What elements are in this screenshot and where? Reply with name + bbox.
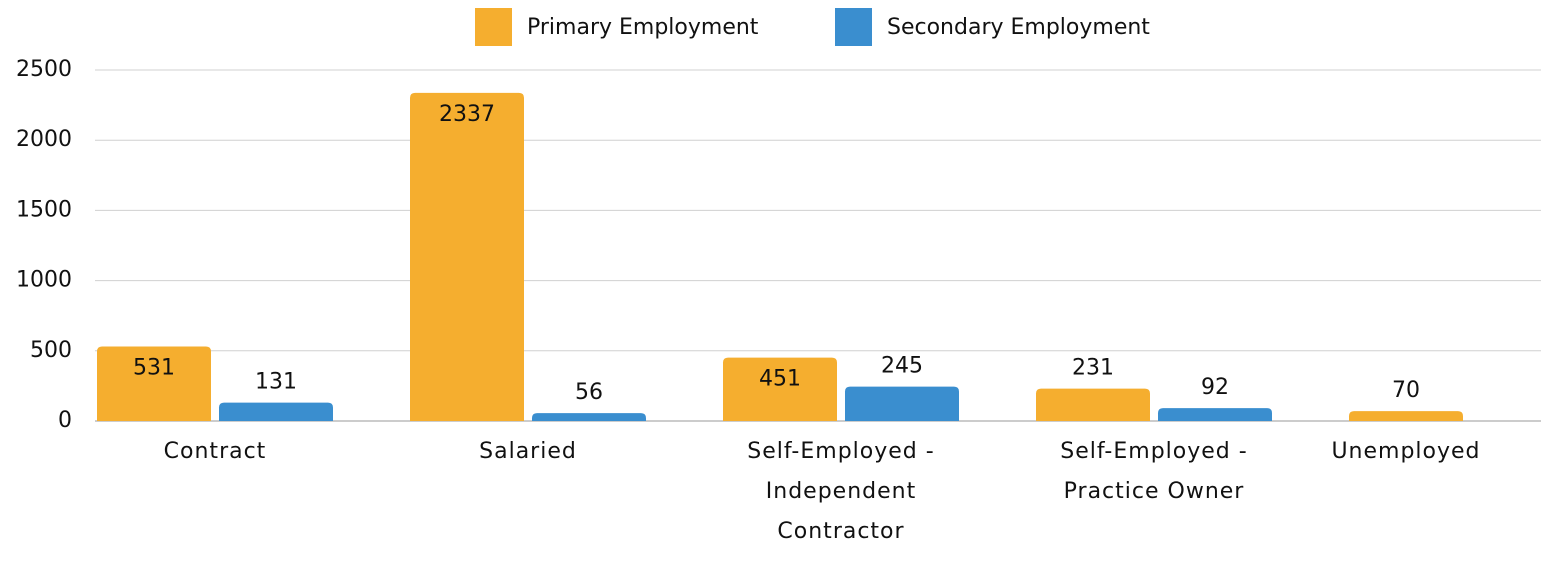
bar xyxy=(845,386,959,421)
legend-label: Secondary Employment xyxy=(887,15,1150,40)
bar xyxy=(723,357,837,421)
data-label: 56 xyxy=(575,380,603,405)
x-tick-label: Contract xyxy=(163,439,267,464)
data-label: 2337 xyxy=(439,102,495,127)
x-tick-label: Self-Employed - Practice Owner xyxy=(1060,439,1248,504)
data-label: 92 xyxy=(1201,375,1229,400)
data-label: 245 xyxy=(881,354,923,379)
y-tick-label: 1000 xyxy=(16,268,72,293)
y-tick-label: 0 xyxy=(58,408,72,433)
bar xyxy=(410,92,524,422)
data-label: 531 xyxy=(133,355,175,380)
legend-label: Primary Employment xyxy=(527,15,759,40)
bar xyxy=(97,346,211,421)
bar xyxy=(1158,408,1272,421)
y-tick-label: 1500 xyxy=(16,197,72,222)
y-tick-label: 500 xyxy=(30,338,72,363)
x-tick-label: Unemployed xyxy=(1331,439,1481,464)
bar xyxy=(219,402,333,421)
y-tick-label: 2000 xyxy=(16,127,72,152)
data-label: 70 xyxy=(1392,378,1420,403)
x-tick-label: Salaried xyxy=(479,439,577,464)
legend-swatch xyxy=(475,8,512,46)
x-tick-label: Self-Employed - Independent Contractor xyxy=(747,439,935,544)
bar xyxy=(1036,388,1150,421)
data-label: 451 xyxy=(759,367,801,392)
legend-swatch xyxy=(835,8,872,46)
data-label: 231 xyxy=(1072,356,1114,381)
y-tick-label: 2500 xyxy=(16,57,72,82)
bar xyxy=(1349,411,1463,421)
data-label: 131 xyxy=(255,370,297,395)
bar xyxy=(532,413,646,421)
